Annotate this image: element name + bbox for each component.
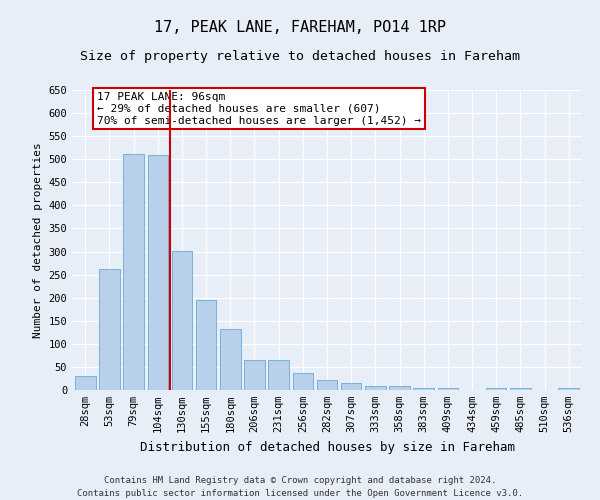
Bar: [293, 373, 313, 390]
Bar: [365, 386, 386, 390]
X-axis label: Distribution of detached houses by size in Fareham: Distribution of detached houses by size …: [139, 440, 515, 454]
Bar: [341, 382, 361, 390]
Bar: [437, 388, 458, 390]
Y-axis label: Number of detached properties: Number of detached properties: [33, 142, 43, 338]
Bar: [99, 268, 120, 390]
Bar: [75, 376, 95, 390]
Bar: [389, 386, 410, 390]
Bar: [148, 155, 168, 390]
Bar: [220, 329, 241, 390]
Bar: [268, 360, 289, 390]
Text: Contains HM Land Registry data © Crown copyright and database right 2024.
Contai: Contains HM Land Registry data © Crown c…: [77, 476, 523, 498]
Bar: [172, 251, 192, 390]
Text: 17 PEAK LANE: 96sqm
← 29% of detached houses are smaller (607)
70% of semi-detac: 17 PEAK LANE: 96sqm ← 29% of detached ho…: [97, 92, 421, 126]
Bar: [486, 388, 506, 390]
Bar: [510, 388, 530, 390]
Text: 17, PEAK LANE, FAREHAM, PO14 1RP: 17, PEAK LANE, FAREHAM, PO14 1RP: [154, 20, 446, 35]
Bar: [413, 388, 434, 390]
Text: Size of property relative to detached houses in Fareham: Size of property relative to detached ho…: [80, 50, 520, 63]
Bar: [196, 300, 217, 390]
Bar: [124, 154, 144, 390]
Bar: [559, 388, 579, 390]
Bar: [317, 380, 337, 390]
Bar: [244, 360, 265, 390]
